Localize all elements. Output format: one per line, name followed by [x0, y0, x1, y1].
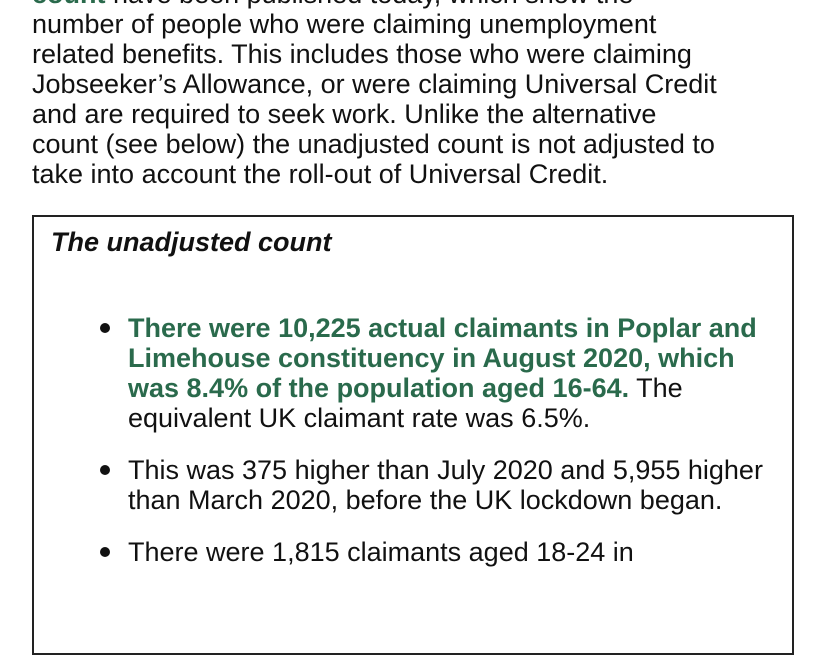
intro-line: take into account the roll-out of Univer… [32, 159, 609, 189]
bullet-text: This was 375 higher than July 2020 and 5… [128, 455, 763, 515]
intro-line: count (see below) the unadjusted count i… [32, 129, 715, 159]
intro-line: Jobseeker’s Allowance, or were claiming … [32, 69, 717, 99]
bullet-highlight: There were 10,225 actual claimants in Po… [128, 313, 757, 403]
bullet-item: There were 10,225 actual claimants in Po… [100, 313, 788, 433]
page: count have been published today, which s… [32, 0, 794, 655]
bullet-list: There were 10,225 actual claimants in Po… [34, 313, 763, 589]
intro-line: related benefits. This includes those wh… [32, 39, 692, 69]
intro-line: number of people who were claiming unemp… [32, 9, 657, 39]
intro-lead: count [32, 0, 106, 9]
intro-paragraph: count have been published today, which s… [32, 0, 717, 189]
box-heading: The unadjusted count [51, 227, 332, 257]
bullet-text: The equivalent UK claimant rate was 6.5%… [128, 373, 683, 433]
bullet-item: This was 375 higher than July 2020 and 5… [100, 455, 788, 515]
intro-line: and are required to seek work. Unlike th… [32, 99, 657, 129]
bullet-item: There were 1,815 claimants aged 18-24 in [100, 537, 788, 567]
info-box: The unadjusted count There were 10,225 a… [32, 215, 794, 655]
bullet-text: There were 1,815 claimants aged 18-24 in [128, 537, 634, 567]
intro-line: have been published today, which show th… [106, 0, 633, 9]
